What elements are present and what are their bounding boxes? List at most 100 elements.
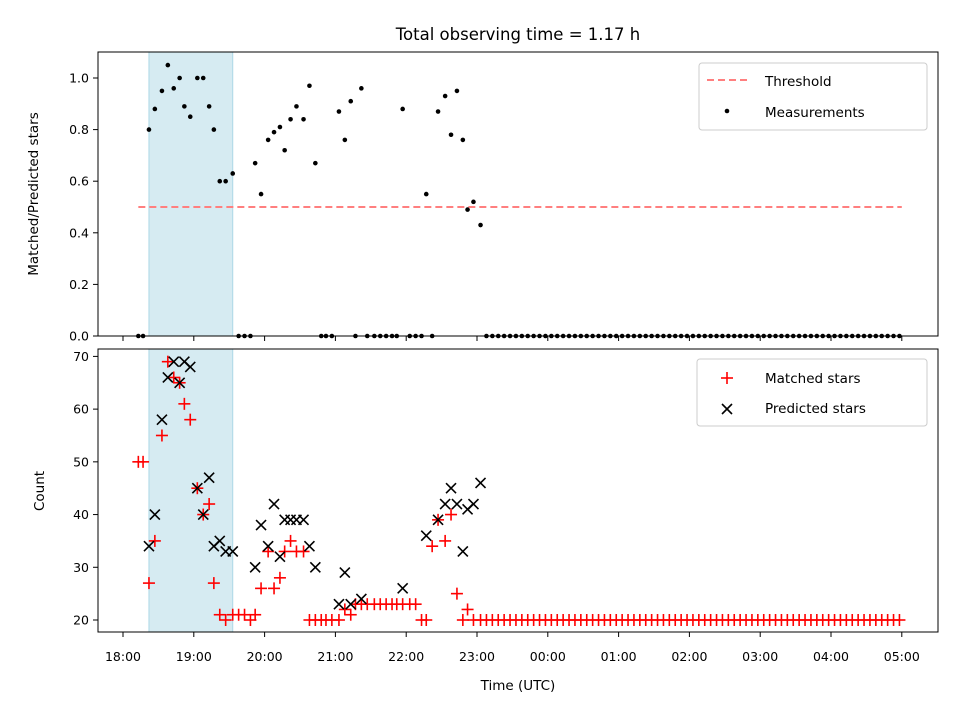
measurement-point (313, 160, 318, 166)
matched-star-point (203, 498, 216, 511)
matched-star-point (893, 614, 906, 626)
ratio-plot-frame (97, 51, 939, 337)
predicted-star-point (274, 551, 286, 563)
ratio-y-tick-label: 0.8 (69, 122, 89, 137)
measurement-point (348, 98, 354, 104)
matched-star-point (213, 608, 226, 621)
legend-matched-swatch (721, 372, 733, 384)
count-x-tick-label: 20:00 (247, 649, 283, 664)
matched-star-point (297, 545, 310, 558)
ratio-y-ticks: 0.0 0.2 0.4 0.6 0.8 1.0 (69, 71, 98, 344)
ratio-y-tick-label: 0.6 (69, 174, 89, 189)
predicted-star-point (333, 598, 345, 610)
ratio-plot: 0.0 0.2 0.4 0.6 0.8 1.0 Matched/Predicted sta… (26, 51, 939, 344)
measurement-point (252, 160, 258, 166)
predicted-star-point (309, 561, 321, 573)
matched-star-points (132, 355, 906, 626)
ratio-y-axis-label: Matched/Predicted stars (26, 112, 42, 275)
legend-predicted-swatch (721, 403, 733, 415)
matched-star-point (207, 577, 220, 590)
count-x-tick-label: 00:00 (530, 649, 566, 664)
matched-star-point (137, 455, 150, 468)
predicted-star-point (203, 472, 215, 484)
matched-star-point (461, 603, 474, 616)
x-axis-label: Time (UTC) (480, 678, 556, 694)
measurement-point (478, 222, 483, 228)
matched-star-point (273, 571, 286, 584)
legend-predicted-label: Predicted stars (765, 401, 866, 417)
predicted-star-points (143, 356, 487, 610)
ratio-y-tick-label: 0.0 (69, 329, 89, 344)
count-y-tick-label: 60 (73, 402, 89, 417)
matched-star-point (249, 608, 262, 621)
count-y-tick-label: 30 (73, 560, 89, 575)
measurement-point (465, 207, 470, 212)
matched-star-point (238, 608, 251, 621)
predicted-star-point (143, 540, 155, 552)
measurement-point (271, 129, 277, 135)
predicted-star-point (184, 361, 196, 373)
measurement-point (342, 137, 348, 143)
predicted-star-point (227, 545, 239, 558)
measurement-point (282, 147, 287, 153)
matched-star-point (420, 614, 433, 626)
count-y-tick-label: 50 (73, 454, 89, 469)
legend-matched-label: Matched stars (765, 371, 861, 387)
matched-star-point (268, 582, 281, 595)
measurement-point (182, 104, 187, 109)
count-y-tick-label: 40 (73, 507, 89, 522)
count-x-tick-label: 18:00 (105, 649, 141, 664)
count-x-tick-label: 01:00 (601, 649, 637, 664)
matched-star-point (142, 577, 155, 590)
measurement-point (171, 86, 177, 91)
matched-star-point (178, 397, 191, 410)
legend-measurements-swatch (724, 108, 730, 114)
measurement-point (336, 109, 342, 114)
predicted-star-point (432, 514, 444, 526)
ratio-shaded-span (148, 51, 234, 337)
matched-star-point (344, 608, 357, 621)
measurement-point (435, 109, 441, 114)
count-x-tick-label: 19:00 (176, 649, 212, 664)
measurement-point (165, 62, 171, 68)
matched-star-point (148, 534, 161, 547)
count-legend-box (696, 358, 928, 427)
count-x-tick-label: 21:00 (317, 649, 353, 664)
measurement-point (400, 106, 405, 112)
measurement-point (460, 137, 466, 143)
measurement-point (223, 178, 228, 184)
measurement-point (187, 114, 193, 119)
measurement-point (217, 178, 223, 184)
count-plot-frame (97, 348, 939, 633)
measurement-point (152, 106, 158, 112)
predicted-star-point (345, 598, 357, 610)
matched-star-point (439, 534, 452, 547)
matched-star-point (338, 603, 351, 616)
predicted-star-point (168, 356, 180, 368)
count-y-axis-label: Count (32, 471, 48, 511)
count-x-tick-label: 03:00 (742, 649, 778, 664)
matched-star-point (262, 545, 275, 558)
predicted-star-point (339, 566, 351, 579)
measurement-point (454, 88, 460, 94)
measurement-point (294, 104, 299, 109)
measurement-point (307, 83, 312, 89)
chart-title: Total observing time = 1.17 h (395, 25, 640, 44)
predicted-star-point (474, 477, 487, 489)
ratio-legend-box (698, 62, 928, 131)
matched-star-point (456, 614, 469, 626)
ratio-x-ticks (122, 336, 903, 341)
measurement-point (258, 191, 264, 197)
predicted-star-point (467, 498, 480, 510)
matched-star-point (284, 534, 297, 547)
matched-star-point (167, 371, 180, 384)
measurement-point (195, 75, 200, 81)
predicted-star-point (297, 514, 310, 526)
predicted-star-point (197, 508, 209, 521)
measurement-point (301, 116, 306, 122)
ratio-y-tick-label: 1.0 (69, 71, 89, 86)
measurement-point (423, 191, 429, 197)
measurement-point (265, 137, 271, 143)
count-y-tick-label: 20 (73, 613, 89, 628)
